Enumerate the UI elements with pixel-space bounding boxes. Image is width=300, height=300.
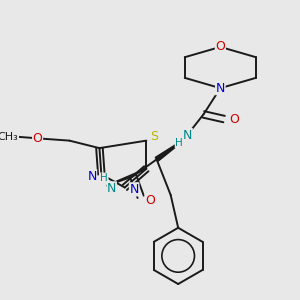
Text: S: S: [150, 130, 158, 143]
Text: H: H: [175, 137, 183, 148]
Text: N: N: [87, 170, 97, 183]
Text: O: O: [230, 112, 239, 126]
Text: N: N: [107, 182, 116, 195]
Text: O: O: [215, 40, 225, 53]
Polygon shape: [155, 140, 183, 161]
Text: H: H: [100, 173, 108, 183]
Text: N: N: [216, 82, 225, 95]
Text: O: O: [33, 132, 43, 145]
Text: N: N: [129, 183, 139, 196]
Text: O: O: [145, 194, 155, 207]
Text: CH₃: CH₃: [0, 132, 18, 142]
Text: N: N: [183, 128, 192, 142]
